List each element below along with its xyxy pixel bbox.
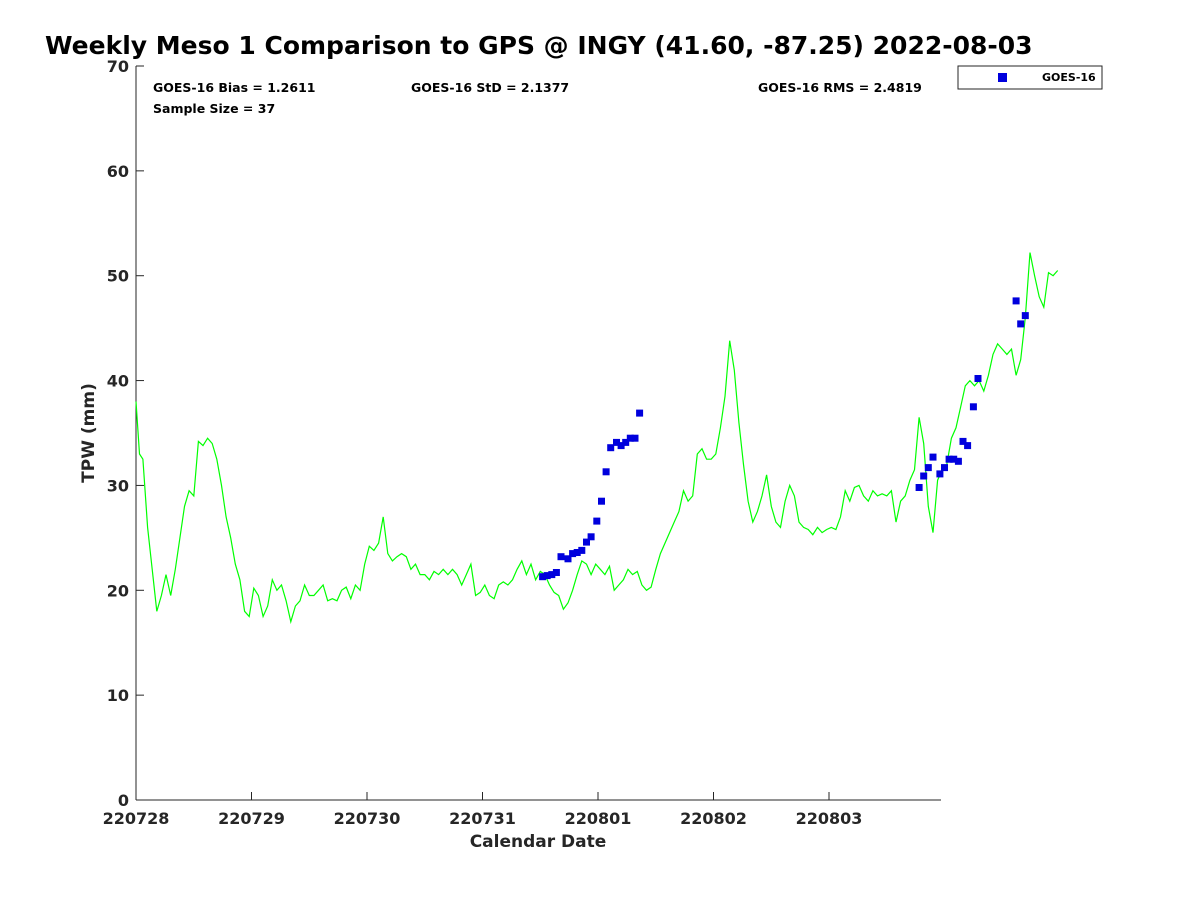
goes16-data-point: [548, 571, 556, 579]
y-tick-label: 30: [107, 476, 129, 495]
goes16-data-point: [924, 464, 932, 472]
y-tick-label: 20: [107, 581, 129, 600]
y-tick-label: 10: [107, 686, 129, 705]
goes16-data-point: [607, 444, 615, 452]
goes16-data-point: [587, 533, 595, 541]
goes16-data-point: [969, 403, 977, 411]
legend-label-goes16: GOES-16: [1042, 71, 1096, 84]
goes16-data-point: [1017, 320, 1025, 328]
goes16-data-point: [598, 497, 605, 505]
goes16-data-point: [564, 555, 572, 563]
goes16-data-point: [593, 517, 601, 525]
legend-box: [957, 65, 1103, 90]
y-tick-label: 70: [107, 57, 129, 76]
y-axis-label: TPW (mm): [79, 383, 99, 483]
x-axis-label: Calendar Date: [470, 832, 607, 852]
goes16-data-point: [602, 468, 610, 476]
x-tick-label: 220728: [103, 809, 170, 828]
goes16-data-point: [954, 457, 962, 465]
x-ticks: 220728 220729 220730 220731 220801 220802 2208…: [103, 792, 863, 828]
goes16-data-point: [915, 484, 923, 491]
x-tick-label: 220803: [796, 809, 863, 828]
goes16-data-point: [552, 569, 560, 576]
plot-background: [136, 66, 941, 800]
goes16-data-point: [945, 455, 953, 463]
x-tick-label: 220731: [449, 809, 516, 828]
stat-rms: GOES-16 RMS = 2.4819: [758, 80, 922, 95]
goes16-data-point: [578, 546, 586, 554]
x-tick-label: 220729: [218, 809, 285, 828]
x-tick-label: 220801: [565, 809, 632, 828]
y-tick-label: 50: [107, 267, 129, 286]
y-tick-label: 60: [107, 162, 129, 181]
goes16-data-point: [557, 553, 565, 561]
goes16-data-point: [959, 437, 967, 445]
goes16-data-point: [631, 434, 639, 442]
stat-sample-size: Sample Size = 37: [153, 101, 275, 116]
goes16-data-point: [974, 375, 982, 382]
goes16-data-point: [920, 472, 928, 480]
y-ticks: 0 10 20 30 40 50 60 70: [107, 57, 144, 810]
goes16-data-point: [941, 464, 948, 472]
goes16-data-point: [573, 549, 581, 556]
goes16-data-point: [1021, 312, 1029, 320]
stat-bias: GOES-16 Bias = 1.2611: [153, 80, 315, 95]
goes16-data-point: [936, 470, 944, 478]
goes16-data-point: [964, 442, 972, 450]
y-tick-label: 40: [107, 372, 129, 391]
legend: GOES-16: [957, 65, 1103, 90]
x-tick-label: 220802: [680, 809, 747, 828]
goes16-data-point: [1012, 297, 1020, 305]
x-tick-label: 220730: [334, 809, 401, 828]
goes16-data-point: [929, 453, 937, 461]
goes16-data-point: [613, 438, 620, 446]
series-line-gps: [135, 252, 1059, 625]
legend-marker-goes16: [998, 73, 1007, 82]
plot-area: 0 10 20 30 40 50 60 70 220728 220729 220730 220731…: [103, 57, 1059, 828]
goes16-data-point: [636, 409, 644, 417]
stat-std: GOES-16 StD = 2.1377: [411, 80, 569, 95]
goes16-data-point: [617, 442, 625, 450]
goes16-data-point: [583, 538, 590, 546]
chart-title: Weekly Meso 1 Comparison to GPS @ INGY (…: [45, 31, 1033, 60]
y-tick-label: 0: [118, 791, 129, 810]
series-markers-goes16: [539, 297, 1029, 581]
goes16-data-point: [626, 434, 634, 442]
goes16-data-point: [569, 550, 577, 558]
goes16-data-point: [622, 438, 630, 446]
goes16-data-point: [539, 573, 547, 581]
goes16-data-point: [950, 455, 958, 463]
goes16-data-point: [543, 572, 551, 580]
